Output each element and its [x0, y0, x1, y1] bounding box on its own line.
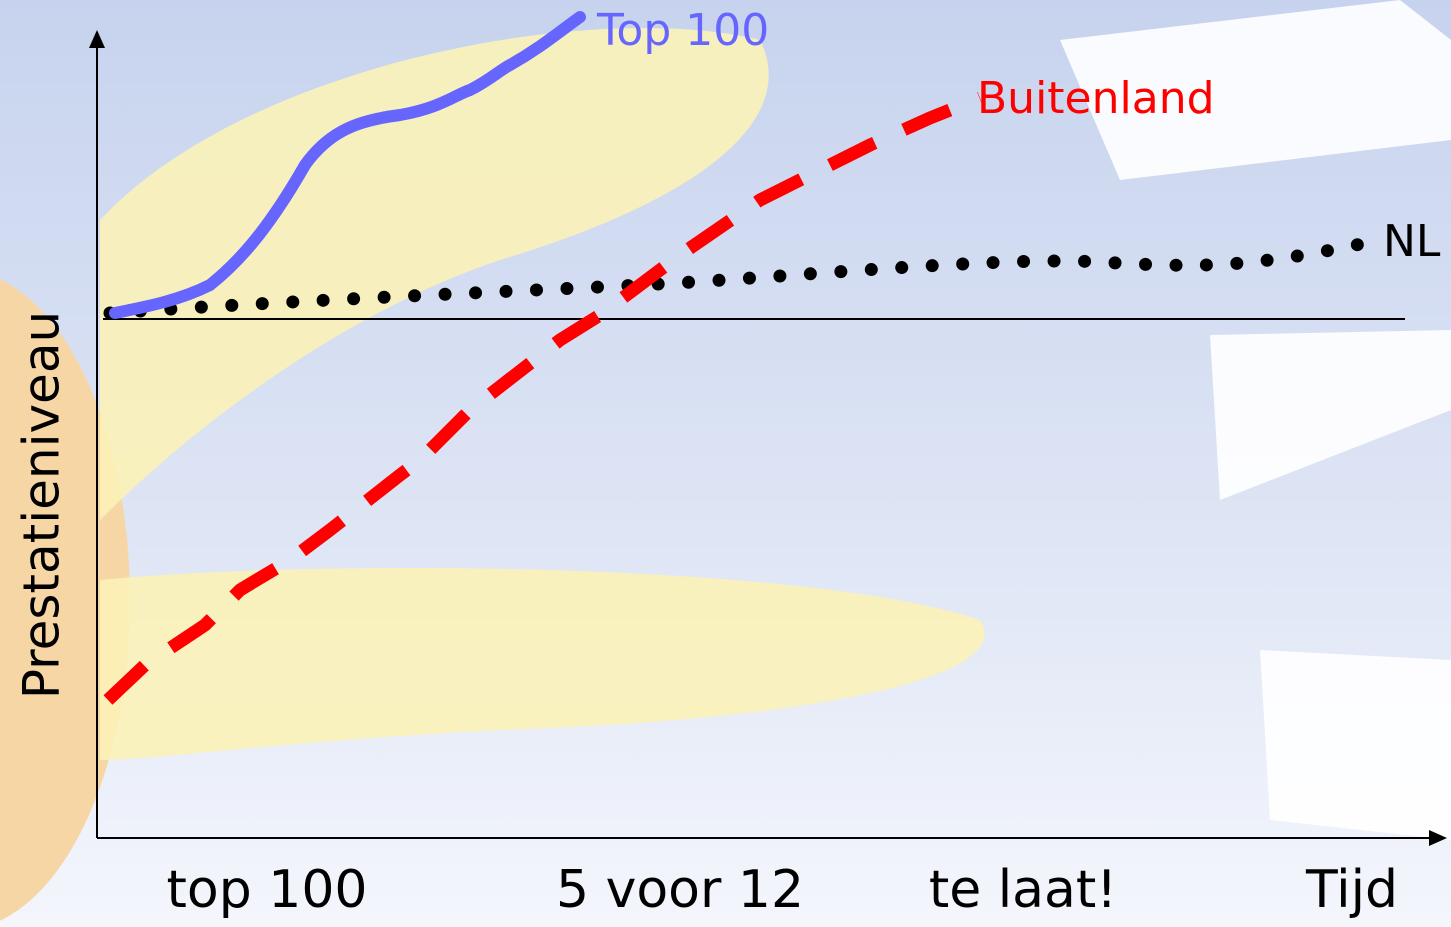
x-label: te laat! [929, 860, 1117, 920]
line-label: Buitenland [977, 73, 1215, 124]
page: Top 100 Buitenland NL Prestatieniveau to… [0, 0, 1451, 927]
line-label: Top 100 [596, 5, 769, 56]
y-axis-label: Prestatieniveau [13, 311, 71, 699]
x-label: Tijd [1305, 860, 1398, 920]
slide: Top 100 Buitenland NL Prestatieniveau to… [0, 0, 1451, 927]
line-label: NL [1383, 216, 1441, 267]
x-label: top 100 [167, 860, 368, 920]
light-ray [1260, 650, 1451, 840]
x-label: 5 voor 12 [556, 860, 804, 920]
